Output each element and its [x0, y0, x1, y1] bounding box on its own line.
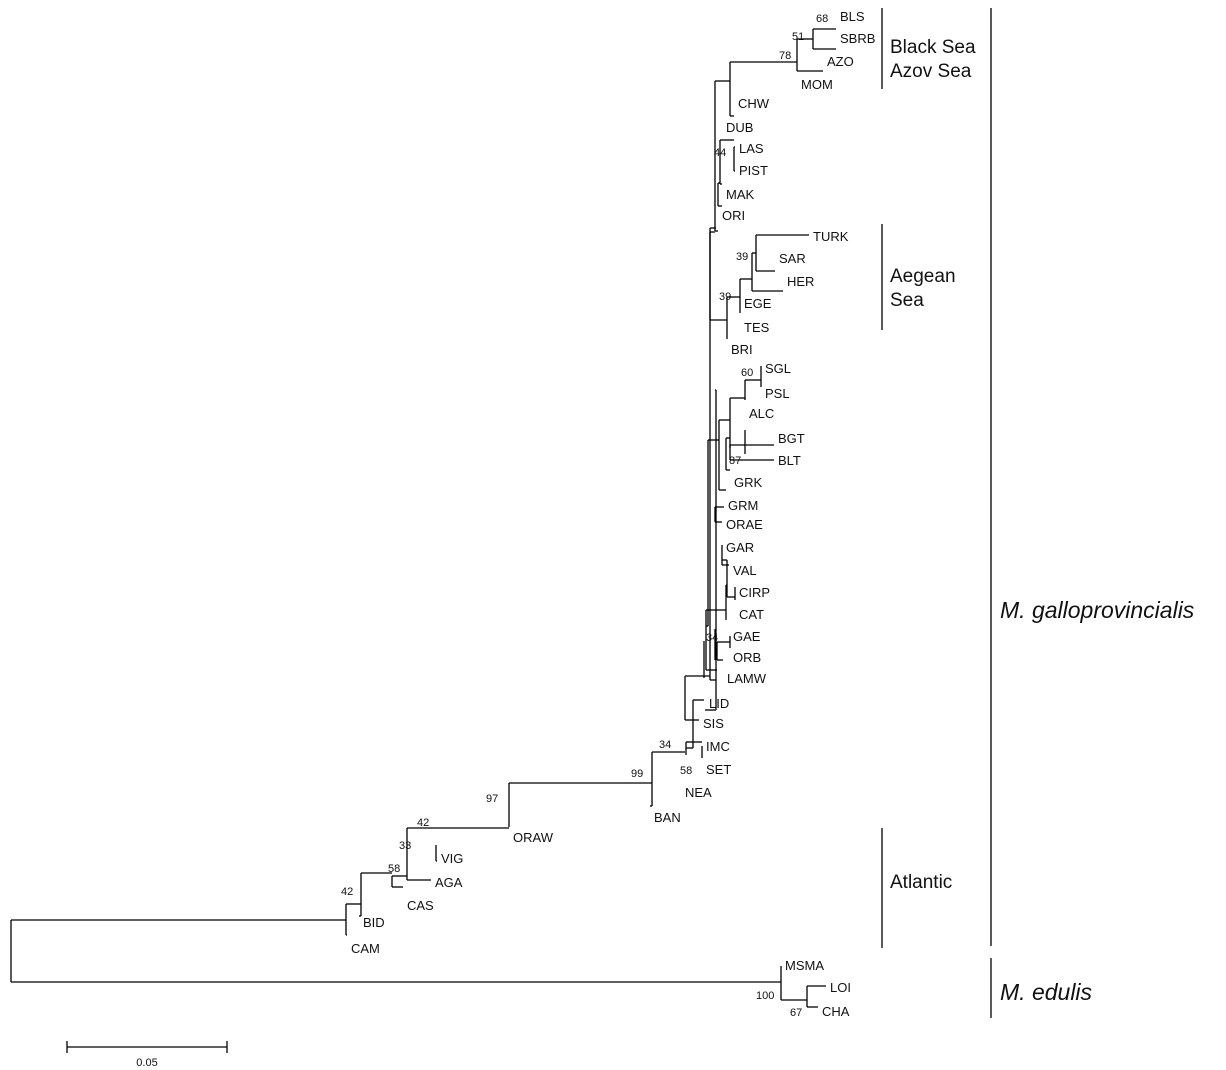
taxon-label-cha: CHA [822, 1004, 850, 1019]
scale-bar-label: 0.05 [136, 1057, 157, 1069]
bootstrap-value: 39 [719, 291, 731, 303]
bootstrap-value: 42 [417, 817, 429, 829]
bootstrap-value: 100 [756, 990, 774, 1002]
bootstrap-value: 99 [631, 768, 643, 780]
bootstrap-value: 87 [729, 455, 741, 467]
bootstrap-value: 58 [680, 765, 692, 777]
taxon-label-orb: ORB [733, 650, 761, 665]
taxon-label-orae: ORAE [726, 517, 763, 532]
taxon-label-bls: BLS [840, 9, 865, 24]
bootstrap-value: 67 [790, 1007, 802, 1019]
taxon-label-mom: MOM [801, 77, 833, 92]
taxon-label-sis: SIS [703, 716, 724, 731]
taxon-label-grm: GRM [728, 498, 758, 513]
taxon-label-psl: PSL [765, 386, 790, 401]
tree-branches [10, 28, 836, 1008]
bootstrap-value: 34 [706, 632, 718, 644]
taxon-label-turk: TURK [813, 229, 849, 244]
taxon-label-sbrb: SBRB [840, 31, 875, 46]
taxon-label-lid: LID [709, 696, 729, 711]
taxon-label-blt: BLT [778, 453, 801, 468]
atlantic-label: Atlantic [890, 872, 952, 893]
aegean-sea-label: Sea [890, 290, 924, 311]
bootstrap-value: 51 [792, 31, 804, 43]
taxon-label-cam: CAM [351, 941, 380, 956]
taxon-label-ban: BAN [654, 810, 681, 825]
taxon-label-grk: GRK [734, 475, 763, 490]
taxon-label-her: HER [787, 274, 814, 289]
taxon-label-gar: GAR [726, 540, 754, 555]
taxon-label-vig: VIG [441, 851, 463, 866]
bootstrap-value: 39 [736, 251, 748, 263]
bootstrap-value: 68 [816, 13, 828, 25]
taxon-label-sgl: SGL [765, 361, 791, 376]
taxon-label-tes: TES [744, 320, 770, 335]
aegean-label: Aegean [890, 266, 956, 287]
taxon-label-pist: PIST [739, 163, 768, 178]
taxon-label-cirp: CIRP [739, 585, 770, 600]
bootstrap-value: 97 [486, 793, 498, 805]
edulis-label: M. edulis [1000, 979, 1093, 1005]
taxon-label-val: VAL [733, 563, 757, 578]
taxon-label-azo: AZO [827, 54, 854, 69]
taxon-label-cat: CAT [739, 607, 764, 622]
taxon-label-las: LAS [739, 141, 764, 156]
taxon-label-set: SET [706, 762, 731, 777]
taxon-label-loi: LOI [830, 980, 851, 995]
black-sea-label: Black Sea [890, 37, 976, 58]
taxon-label-oraw: ORAW [513, 830, 554, 845]
taxon-label-cas: CAS [407, 898, 434, 913]
bootstrap-value: 78 [779, 50, 791, 62]
taxon-label-ege: EGE [744, 296, 772, 311]
taxon-label-dub: DUB [726, 120, 753, 135]
taxon-label-mak: MAK [726, 187, 755, 202]
taxon-label-sar: SAR [779, 251, 806, 266]
taxon-label-lamw: LAMW [727, 671, 767, 686]
taxon-label-msma: MSMA [785, 958, 824, 973]
bootstrap-value: 60 [741, 367, 753, 379]
taxon-label-gae: GAE [733, 629, 761, 644]
taxon-label-aga: AGA [435, 875, 463, 890]
taxon-label-alc: ALC [749, 406, 774, 421]
bootstrap-value: 33 [399, 840, 411, 852]
taxon-label-ori: ORI [722, 208, 745, 223]
taxon-label-nea: NEA [685, 785, 712, 800]
taxon-label-imc: IMC [706, 739, 730, 754]
bootstrap-value: 42 [341, 886, 353, 898]
taxon-label-bid: BID [363, 915, 385, 930]
bootstrap-value: 58 [388, 863, 400, 875]
bootstrap-value: 34 [659, 739, 671, 751]
taxon-label-bri: BRI [731, 342, 753, 357]
bootstrap-value: 44 [714, 147, 726, 159]
galloprovincialis-label: M. galloprovincialis [1000, 597, 1195, 623]
azov-sea-label: Azov Sea [890, 61, 972, 82]
taxon-label-chw: CHW [738, 96, 770, 111]
taxon-labels: BLS SBRB AZO MOM CHW DUB LAS PIST MAK ORI TURK SAR H… [351, 9, 875, 1019]
taxon-label-bgt: BGT [778, 431, 805, 446]
